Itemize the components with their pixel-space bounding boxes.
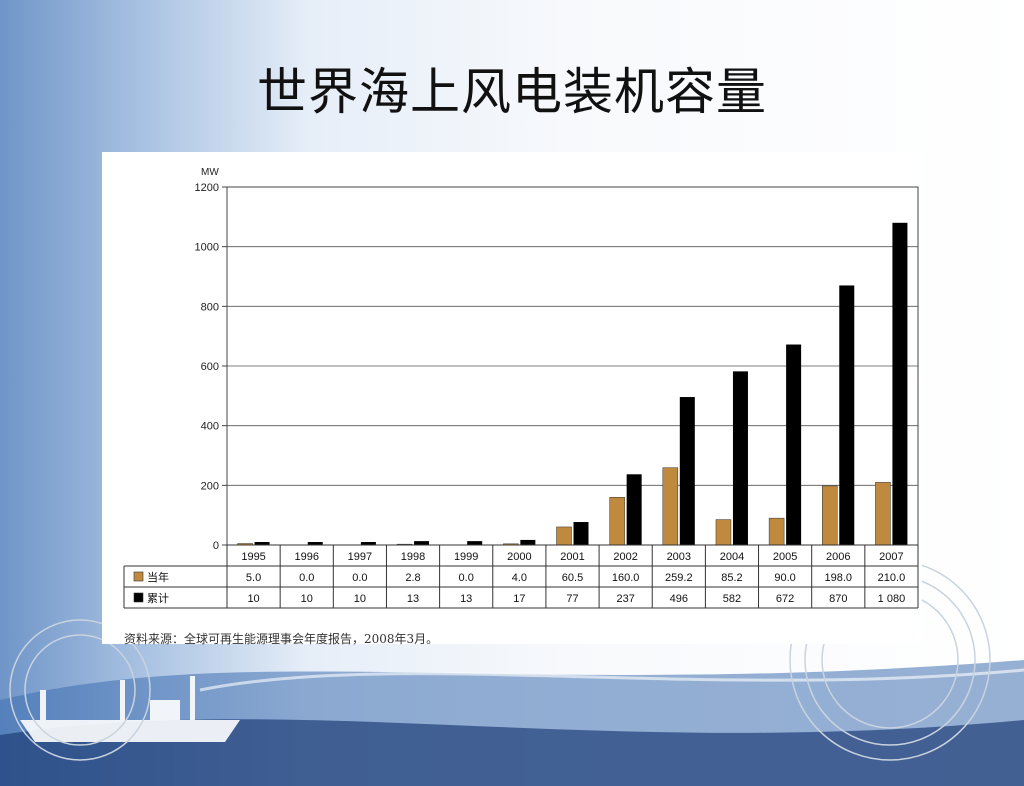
y-tick-label: 600	[201, 361, 219, 373]
bar-annual	[715, 519, 732, 546]
y-axis-label: MW	[201, 167, 219, 178]
y-tick-label: 800	[201, 301, 219, 313]
bar-cumulative	[467, 541, 483, 545]
data-label: 10	[247, 593, 259, 605]
data-label: 5.0	[246, 572, 261, 584]
x-tick-label: 2005	[773, 551, 797, 563]
x-tick-label: 1997	[348, 551, 372, 563]
x-tick-label: 1999	[454, 551, 478, 563]
data-label: 1 080	[878, 593, 906, 605]
x-tick-label: 1995	[241, 551, 265, 563]
y-tick-label: 1200	[195, 182, 219, 194]
data-label: 17	[513, 593, 525, 605]
bar-chart: 0 200 400 600 800 1000 1200 MW 1995 1996 1997 1998…	[123, 167, 919, 609]
x-tick-label: 2000	[507, 551, 531, 563]
bar-cumulative	[307, 542, 323, 545]
bar-annual	[556, 526, 572, 546]
x-tick-label: 2004	[720, 551, 744, 563]
bar-cumulative	[626, 474, 642, 545]
bar-cumulative	[360, 542, 376, 545]
slide-title: 世界海上风电装机容量	[257, 63, 767, 121]
bar-cumulative	[732, 371, 748, 545]
bar-cumulative	[520, 539, 536, 545]
data-label: 10	[354, 593, 366, 605]
circle-decoration-icon	[9, 559, 991, 761]
bar-annual	[768, 517, 785, 546]
y-tick-label: 0	[213, 540, 219, 552]
data-label: 0.0	[459, 572, 474, 584]
x-tick-label: 2001	[560, 551, 584, 563]
data-label: 13	[460, 593, 472, 605]
bar-annual	[875, 482, 891, 546]
data-label: 870	[829, 593, 847, 605]
data-label: 237	[616, 593, 634, 605]
data-label: 2.8	[405, 572, 420, 584]
bar-cumulative	[254, 542, 270, 545]
x-tick-label: 2003	[667, 551, 691, 563]
bar-cumulative	[839, 285, 855, 545]
data-label: 672	[776, 593, 794, 605]
x-tick-label: 2006	[826, 551, 850, 563]
chart-panel: 0 200 400 600 800 1000 1200 MW 1995 1996 1997 1998…	[102, 152, 922, 646]
bar-cumulative	[786, 344, 802, 545]
legend-swatch	[133, 592, 144, 603]
data-label: 496	[670, 593, 688, 605]
data-label: 90.0	[774, 572, 795, 584]
bar-cumulative	[679, 397, 695, 545]
data-label: 85.2	[721, 572, 742, 584]
source-note: 资料来源：全球可再生能源理事会年度报告，2008年3月。	[124, 632, 439, 646]
data-label: 582	[723, 593, 741, 605]
y-tick-label: 200	[201, 480, 219, 492]
data-label: 198.0	[825, 572, 853, 584]
data-label: 0.0	[352, 572, 367, 584]
bar-cumulative	[414, 541, 430, 545]
x-tick-label: 1998	[401, 551, 425, 563]
legend-label: 累计	[147, 592, 169, 605]
bar-annual	[662, 467, 679, 546]
data-label: 160.0	[612, 572, 640, 584]
x-tick-label: 1996	[294, 551, 318, 563]
data-label: 4.0	[512, 572, 527, 584]
legend-label: 当年	[147, 570, 169, 584]
x-tick-label: 2002	[613, 551, 637, 563]
data-label: 10	[301, 593, 313, 605]
data-label: 210.0	[878, 572, 906, 584]
data-label: 259.2	[665, 572, 693, 584]
data-label: 0.0	[299, 572, 314, 584]
bar-cumulative	[573, 522, 589, 545]
legend-swatch	[133, 571, 144, 582]
bar-cumulative	[892, 222, 908, 546]
y-tick-label: 1000	[195, 242, 219, 254]
bar-annual	[822, 485, 838, 546]
bar-annual	[609, 497, 625, 546]
y-tick-label: 400	[201, 421, 219, 433]
data-label: 60.5	[562, 572, 583, 584]
ship-silhouette-icon	[20, 676, 240, 742]
data-label: 77	[566, 593, 578, 605]
data-label: 13	[407, 593, 419, 605]
x-tick-label: 2007	[879, 551, 903, 563]
